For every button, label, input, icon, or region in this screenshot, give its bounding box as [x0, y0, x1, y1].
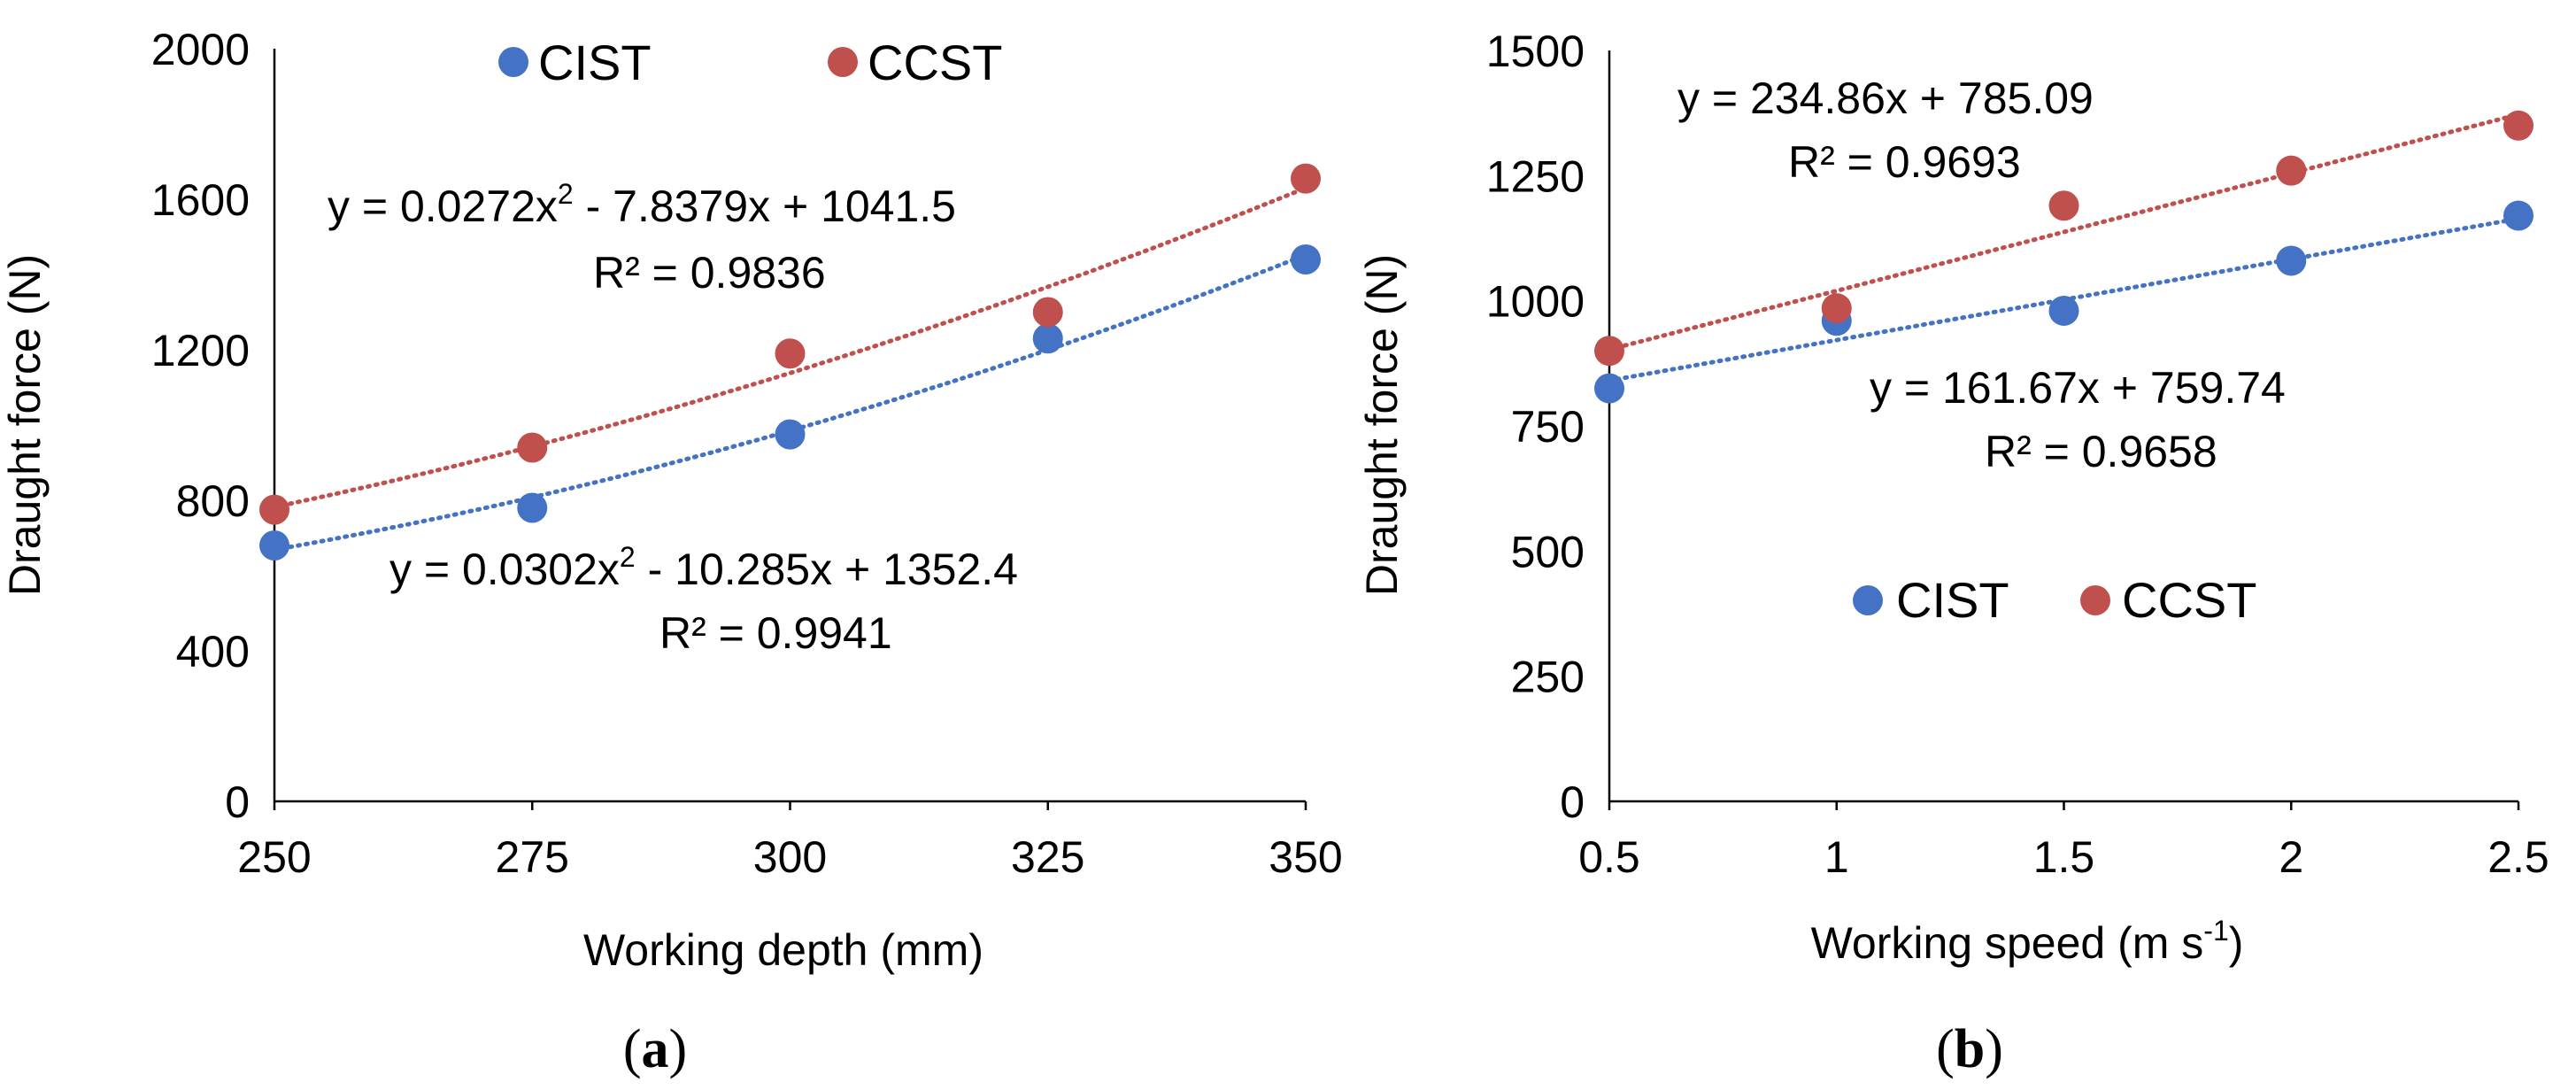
- chart-a-point-ccst: [517, 432, 548, 463]
- chart-b-legend-label-ccst: CCST: [2122, 572, 2256, 628]
- chart-a-point-cist: [1032, 323, 1063, 354]
- chart-b-point-cist: [1594, 373, 1624, 404]
- chart-b-ytick-label: 1250: [1486, 151, 1585, 201]
- chart-a-xtick-label: 275: [496, 832, 569, 882]
- chart-a-xtick-label: 250: [237, 832, 311, 882]
- chart-a-ytick-label: 400: [176, 627, 250, 676]
- chart-a-xtick-label: 350: [1269, 832, 1342, 882]
- chart-b-ytick-label: 500: [1511, 527, 1585, 576]
- chart-a-ytick-label: 1600: [151, 175, 250, 225]
- chart-b-ytick-label: 250: [1511, 653, 1585, 702]
- chart-a-trendline-cist: [272, 252, 1308, 553]
- chart-b-point-ccst: [2276, 155, 2307, 186]
- chart-b-point-ccst: [2048, 190, 2079, 221]
- panel-label-a: (a): [623, 1019, 687, 1079]
- chart-b-ccst-r2: R² = 0.9693: [1788, 137, 2021, 187]
- chart-a-legend-marker-ccst: [828, 47, 858, 77]
- chart-a-point-cist: [1291, 244, 1321, 274]
- chart-a-cist-r2: R² = 0.9941: [659, 608, 892, 658]
- chart-a-ytick-label: 800: [176, 476, 250, 526]
- chart-a-xtick-label: 300: [753, 832, 827, 882]
- chart-b-xtick-label: 1.5: [2033, 832, 2095, 882]
- chart-b-legend-label-cist: CIST: [1896, 572, 2009, 628]
- chart-a-cist-equation: y = 0.0302x2 - 10.285x + 1352.4: [389, 541, 1018, 594]
- chart-b-point-cist: [2276, 245, 2307, 276]
- chart-b-ytick-label: 1500: [1486, 27, 1585, 76]
- chart-a-point-cist: [775, 419, 806, 450]
- chart-a-trendline-ccst: [272, 185, 1308, 510]
- chart-b-ytick-label: 0: [1560, 777, 1585, 827]
- chart-b-cist-equation: y = 161.67x + 759.74: [1870, 363, 2286, 413]
- chart-b-cist-r2: R² = 0.9658: [1985, 427, 2217, 476]
- chart-a-legend-label-cist: CIST: [538, 35, 652, 90]
- chart-b-xtick-label: 2: [2279, 832, 2303, 882]
- chart-a-legend-label-ccst: CCST: [868, 35, 1002, 90]
- chart-a-ccst-r2: R² = 0.9836: [593, 248, 826, 298]
- chart-a-ytick-label: 1200: [151, 326, 250, 375]
- chart-b-ytick-label: 1000: [1486, 277, 1585, 327]
- chart-b-trendline-ccst: [1607, 112, 2521, 352]
- chart-a-legend-marker-cist: [498, 47, 528, 77]
- chart-b-point-cist: [2503, 200, 2534, 231]
- chart-b-point-ccst: [1821, 293, 1852, 324]
- chart-a-ytick-label: 2000: [151, 25, 250, 74]
- chart-b-xtick-label: 2.5: [2487, 832, 2549, 882]
- chart-b-xtick-label: 1: [1824, 832, 1849, 882]
- chart-a-ylabel: Draught force (N): [0, 254, 50, 596]
- panel-label-b: (b): [1936, 1019, 2003, 1079]
- chart-a-point-ccst: [259, 494, 289, 525]
- chart-b-legend-marker-ccst: [2080, 585, 2110, 615]
- chart-a-point-cist: [517, 492, 548, 523]
- chart-a-ccst-equation: y = 0.0272x2 - 7.8379x + 1041.5: [328, 178, 956, 231]
- chart-b-xtick-label: 0.5: [1578, 832, 1640, 882]
- chart-a-point-ccst: [1291, 163, 1321, 194]
- chart-b-ccst-equation: y = 234.86x + 785.09: [1677, 73, 2094, 123]
- chart-a-ytick-label: 0: [225, 777, 250, 827]
- chart-a-point-cist: [259, 530, 289, 560]
- chart-a-xlabel: Working depth (mm): [583, 925, 983, 975]
- chart-b-ytick-label: 750: [1511, 402, 1585, 452]
- chart-b-point-cist: [2048, 295, 2079, 326]
- chart-a-point-ccst: [1032, 297, 1063, 328]
- chart-b-point-ccst: [1594, 336, 1624, 367]
- chart-b-ylabel: Draught force (N): [1357, 254, 1407, 596]
- chart-a-xtick-label: 325: [1011, 832, 1084, 882]
- chart-a: 0 400 800 1200 1600 2000 250 275 300 325 350 Drau…: [0, 25, 1343, 1079]
- chart-b: 0 250 500 750 1000 1250 1500 0.5 1 1.5 2 2.5 Draug…: [1357, 27, 2549, 1079]
- chart-a-point-ccst: [775, 338, 806, 369]
- chart-b-xlabel: Working speed (m s-1): [1811, 915, 2244, 968]
- chart-b-legend-marker-cist: [1853, 585, 1883, 615]
- chart-b-point-ccst: [2503, 110, 2534, 141]
